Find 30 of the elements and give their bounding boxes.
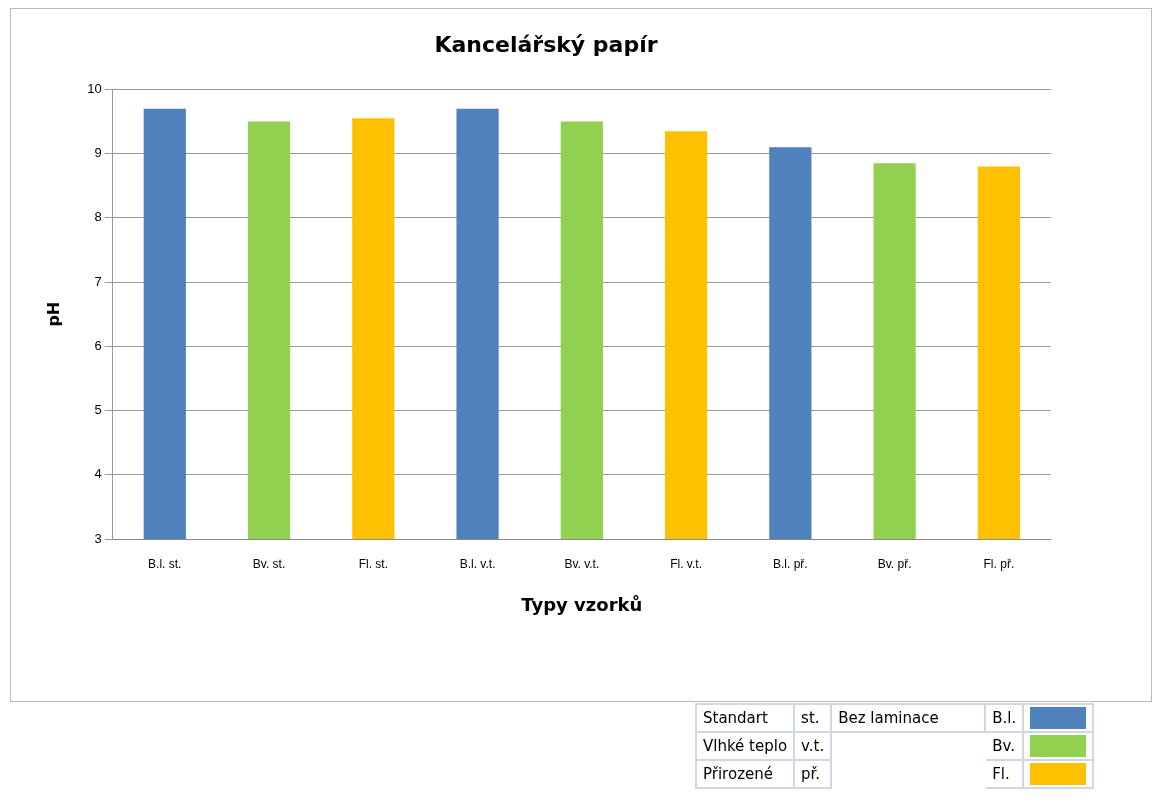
x-tick-label: Fl. v.t. — [670, 556, 702, 571]
y-tick-label: 9 — [94, 145, 102, 161]
x-tick-label: B.l. v.t. — [459, 556, 496, 571]
x-tick-label: Bv. st. — [252, 556, 286, 571]
x-tick-label: Fl. st. — [358, 556, 388, 571]
x-tick-label: Bv. v.t. — [564, 556, 600, 571]
y-tick-label: 7 — [94, 273, 102, 289]
text: Přirozené — [696, 760, 795, 788]
y-tick-label: 3 — [94, 530, 102, 546]
y-tick-label: 6 — [94, 337, 102, 353]
text: Vlhké teplo — [696, 732, 795, 760]
y-tick-label: 8 — [94, 209, 102, 225]
x-tick-label: B.l. st. — [148, 556, 182, 571]
text: v.t. — [794, 732, 832, 760]
y-axis-title: pH — [43, 301, 63, 327]
x-tick-label: Bv. př. — [877, 556, 912, 571]
y-tick-label: 4 — [94, 466, 102, 482]
text: Bv. — [985, 732, 1024, 760]
x-tick-label: Fl. př. — [983, 556, 1015, 571]
y-tick-label: 5 — [94, 402, 102, 418]
y-tick-label: 10 — [87, 80, 102, 96]
chart-title: Kancelářský papír — [434, 31, 658, 57]
text: Standart — [696, 704, 795, 732]
text: Bez laminace — [831, 704, 986, 732]
x-axis-title: Typy vzorků — [521, 593, 643, 615]
text: B.l. — [985, 704, 1024, 732]
x-tick-label: B.l. př. — [773, 556, 808, 571]
text: př. — [794, 760, 832, 788]
text: Fl. — [985, 760, 1024, 788]
text: st. — [794, 704, 832, 732]
